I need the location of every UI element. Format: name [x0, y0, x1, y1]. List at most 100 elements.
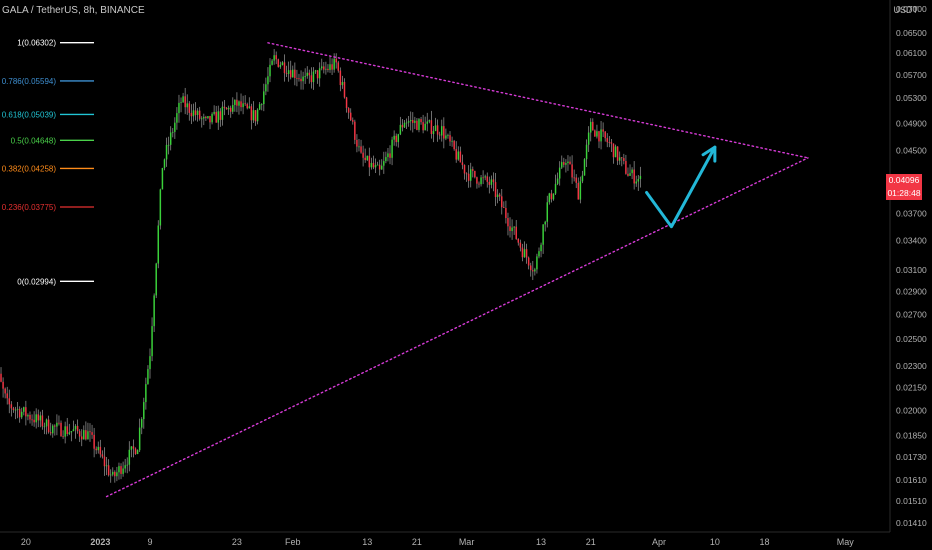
candle-down	[331, 64, 333, 70]
candle-down	[372, 162, 375, 168]
candle-down	[467, 173, 470, 181]
candle-down	[627, 173, 629, 176]
arrow-head	[701, 145, 717, 163]
candle-down	[134, 448, 137, 455]
candle-down	[492, 179, 495, 183]
candle-down	[507, 218, 509, 227]
candle-up	[56, 422, 58, 427]
candle-down	[335, 58, 337, 63]
candle-up	[618, 157, 621, 161]
candle-up	[182, 96, 184, 103]
candle-down	[420, 119, 422, 123]
price-tick-label: 0.02150	[896, 383, 927, 393]
price-axis[interactable]: 0.07000 0.06500 0.06100 0.05700 0.05300 0.049…	[896, 4, 927, 528]
price-tick-label: 0.01850	[896, 431, 927, 441]
candle-up	[64, 426, 66, 437]
candle-down	[347, 108, 350, 113]
time-tick-label: 21	[412, 537, 422, 547]
candle-up	[172, 131, 174, 133]
candle-down	[80, 436, 83, 440]
candle-down	[474, 170, 476, 178]
candle-down	[401, 124, 404, 128]
price-tick-label: 0.03700	[896, 208, 927, 218]
candle-up	[325, 68, 327, 70]
candle-down	[12, 408, 15, 411]
candle-down	[190, 112, 193, 117]
candle-down	[478, 183, 480, 185]
candle-up	[554, 183, 557, 194]
candle-down	[509, 226, 511, 232]
fib-level-label: 0.382(0.04258)	[2, 164, 57, 173]
candle-up	[192, 110, 195, 117]
candle-down	[368, 155, 371, 168]
candle-down	[194, 110, 197, 115]
candle-down	[362, 152, 364, 158]
symbol-title[interactable]: GALA / TetherUS, 8h, BINANCE	[2, 5, 145, 16]
candle-down	[486, 176, 489, 182]
candle-up	[312, 71, 315, 83]
candle-down	[49, 432, 52, 434]
candle-down	[76, 425, 79, 432]
candle-down	[550, 193, 553, 200]
candle-up	[248, 106, 251, 109]
candle-up	[397, 134, 400, 143]
candle-up	[238, 101, 240, 106]
candle-up	[180, 102, 182, 103]
candle-down	[529, 265, 532, 271]
candle-down	[316, 70, 319, 79]
candle-down	[592, 121, 594, 131]
candle-up	[163, 159, 166, 168]
candle-up	[234, 99, 236, 106]
candle-up	[304, 75, 306, 77]
candle-up	[72, 429, 75, 432]
time-axis[interactable]: 20 2023 9 23 Feb 13 21 Mar 13 21 Apr 10 18 May	[21, 537, 854, 547]
candle-up	[341, 81, 344, 86]
candle-up	[23, 407, 25, 412]
candle-down	[205, 116, 207, 118]
candle-down	[604, 131, 606, 139]
candle-down	[472, 169, 474, 171]
fib-level-label: 0.786(0.05594)	[2, 77, 57, 86]
candle-down	[395, 135, 397, 143]
candle-down	[345, 97, 348, 109]
candle-up	[511, 227, 513, 232]
candle-up	[126, 464, 128, 466]
candle-down	[459, 151, 462, 163]
candle-up	[203, 116, 205, 119]
price-tick-label: 0.05300	[896, 93, 927, 103]
fib-level-label: 1(0.06302)	[17, 39, 56, 48]
candle-up	[635, 181, 637, 184]
candle-down	[58, 422, 60, 424]
candle-up	[399, 124, 402, 135]
candle-up	[159, 189, 162, 226]
candle-up	[269, 64, 271, 77]
symmetrical-triangle	[105, 42, 809, 498]
candle-down	[356, 139, 358, 147]
candle-down	[594, 130, 596, 137]
candle-up	[600, 129, 602, 142]
candle-up	[538, 251, 540, 257]
candle-up	[457, 151, 460, 160]
candle-up	[391, 139, 393, 158]
candle-up	[333, 58, 335, 70]
candle-down	[99, 446, 102, 455]
candle-down	[343, 81, 346, 98]
price-tick-label: 0.02500	[896, 334, 927, 344]
time-tick-label: May	[837, 537, 855, 547]
candle-up	[637, 179, 640, 182]
candle-up	[200, 118, 203, 120]
candle-down	[621, 157, 623, 159]
candle-down	[455, 149, 457, 160]
candle-up	[292, 69, 294, 78]
candle-down	[10, 404, 13, 409]
candle-down	[633, 169, 635, 184]
candle-down	[602, 129, 604, 132]
time-tick-label: 13	[536, 537, 546, 547]
price-tick-label: 0.01730	[896, 452, 927, 462]
candle-down	[505, 207, 507, 219]
candle-up	[227, 107, 230, 110]
price-tick-label: 0.02300	[896, 361, 927, 371]
candle-up	[122, 468, 124, 474]
